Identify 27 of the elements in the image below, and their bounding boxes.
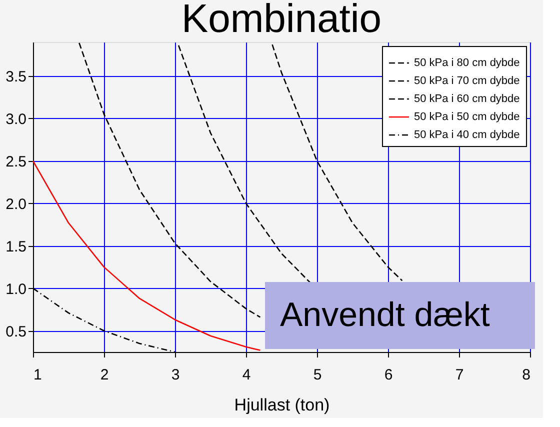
line-series xyxy=(78,42,261,318)
legend-label: 50 kPa i 60 cm dybde xyxy=(414,93,520,105)
legend-label: 50 kPa i 70 cm dybde xyxy=(414,75,520,87)
x-tick-label: 3 xyxy=(171,366,180,384)
line-series xyxy=(178,44,311,284)
x-tick-label: 5 xyxy=(313,366,322,384)
x-tick-label: 6 xyxy=(384,366,393,384)
y-tick-label: 3.0 xyxy=(6,110,26,128)
y-tick-label: 2.0 xyxy=(6,196,26,213)
y-tick-label: 1.0 xyxy=(6,280,26,298)
line-series xyxy=(272,44,403,282)
x-tick-label: 2 xyxy=(100,366,109,384)
x-tick-label: 8 xyxy=(522,366,530,384)
legend-label: 50 kPa i 40 cm dybde xyxy=(414,129,520,141)
legend-label: 50 kPa i 50 cm dybde xyxy=(414,111,520,123)
x-tick-label: 1 xyxy=(34,366,42,384)
chart-title: Kombinatio xyxy=(181,0,382,41)
legend-label: 50 kPa i 80 cm dybde xyxy=(414,57,520,69)
annotation: Anvendt dækt xyxy=(280,296,490,334)
line-series xyxy=(32,160,261,351)
y-tick-label: 2.5 xyxy=(6,153,26,170)
y-tick-label: 3.5 xyxy=(6,68,26,86)
x-tick-label: 7 xyxy=(455,366,464,384)
x-axis-title: Hjullast (ton) xyxy=(234,396,330,414)
y-tick-label: 1.5 xyxy=(6,238,26,256)
y-tick-label: 0.5 xyxy=(6,323,26,340)
x-tick-label: 4 xyxy=(242,366,251,384)
